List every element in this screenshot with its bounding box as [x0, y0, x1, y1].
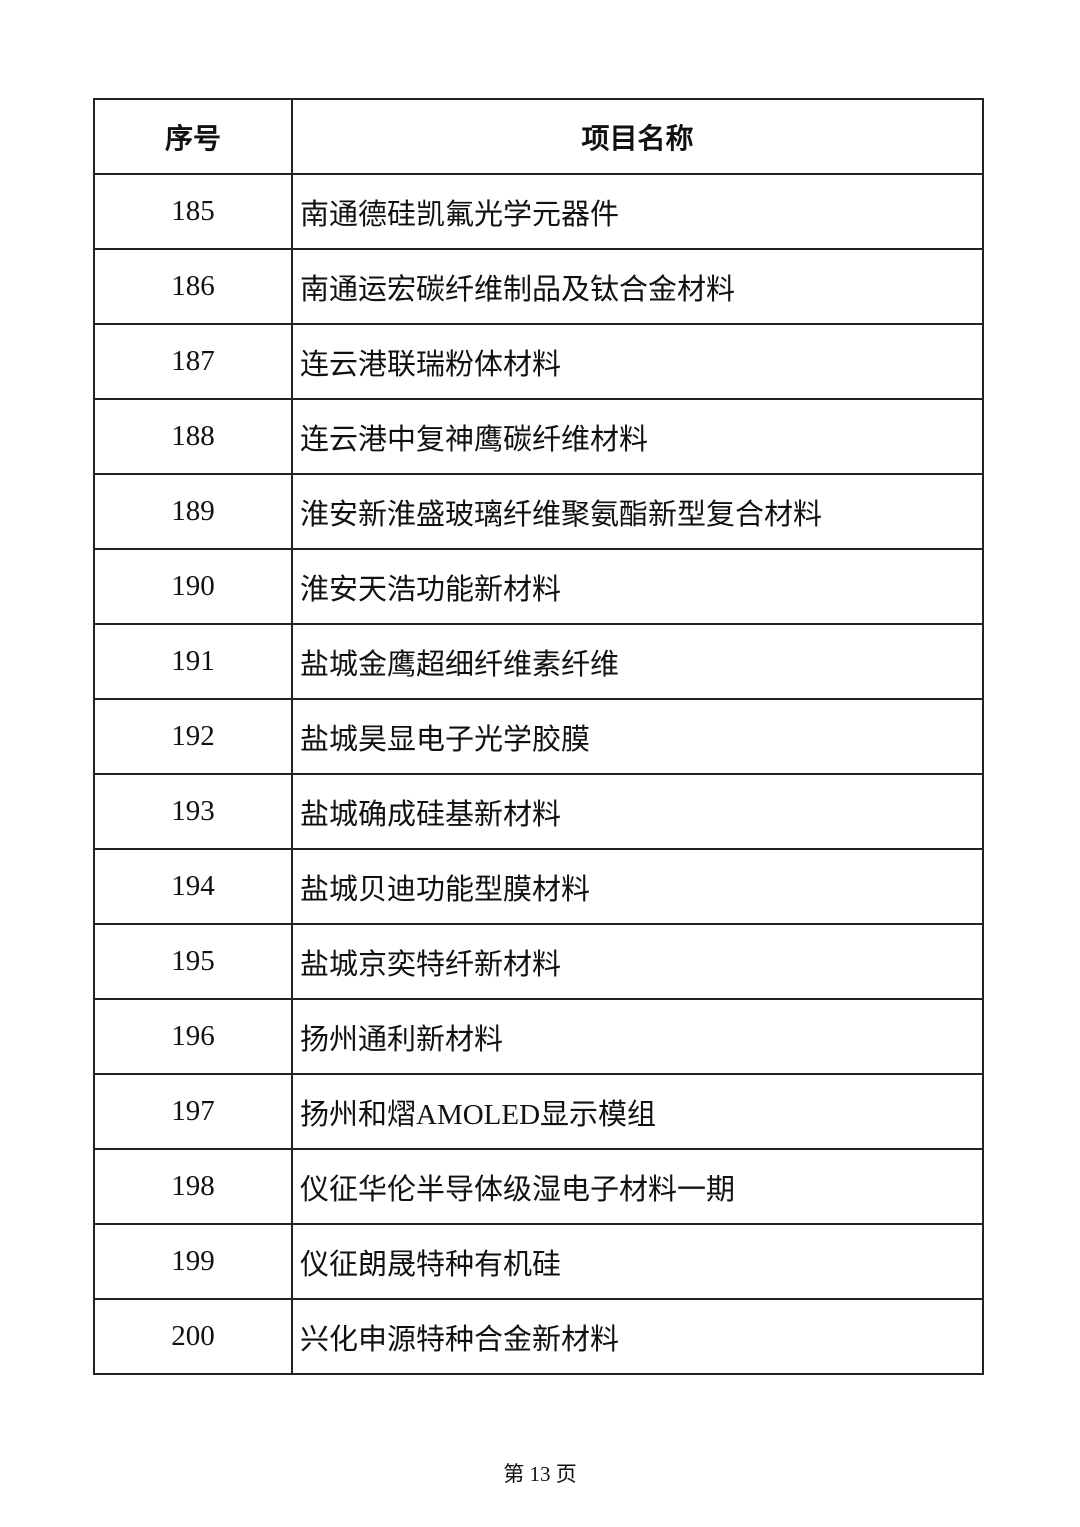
table-row: 189 淮安新淮盛玻璃纤维聚氨酯新型复合材料: [93, 473, 984, 550]
row-project-name: 南通德硅凯氟光学元器件: [291, 173, 984, 250]
row-project-name: 连云港联瑞粉体材料: [291, 323, 984, 400]
row-serial-number: 190: [93, 548, 293, 625]
table-row: 194 盐城贝迪功能型膜材料: [93, 848, 984, 925]
row-project-name: 扬州通利新材料: [291, 998, 984, 1075]
row-serial-number: 187: [93, 323, 293, 400]
page-number: 第 13 页: [503, 1462, 577, 1486]
table-row: 200 兴化申源特种合金新材料: [93, 1298, 984, 1375]
table-row: 197 扬州和熠AMOLED显示模组: [93, 1073, 984, 1150]
row-serial-number: 200: [93, 1298, 293, 1375]
row-serial-number: 188: [93, 398, 293, 475]
table-row: 192 盐城昊显电子光学胶膜: [93, 698, 984, 775]
row-project-name: 兴化申源特种合金新材料: [291, 1298, 984, 1375]
row-project-name: 盐城确成硅基新材料: [291, 773, 984, 850]
row-project-name: 南通运宏碳纤维制品及钛合金材料: [291, 248, 984, 325]
table-row: 188 连云港中复神鹰碳纤维材料: [93, 398, 984, 475]
table-row: 195 盐城京奕特纤新材料: [93, 923, 984, 1000]
row-serial-number: 195: [93, 923, 293, 1000]
table-row: 186 南通运宏碳纤维制品及钛合金材料: [93, 248, 984, 325]
row-project-name: 盐城昊显电子光学胶膜: [291, 698, 984, 775]
row-serial-number: 185: [93, 173, 293, 250]
table-header-row: 序号 项目名称: [93, 98, 984, 175]
row-project-name: 仪征华伦半导体级湿电子材料一期: [291, 1148, 984, 1225]
table-row: 198 仪征华伦半导体级湿电子材料一期: [93, 1148, 984, 1225]
row-project-name: 盐城金鹰超细纤维素纤维: [291, 623, 984, 700]
row-project-name: 仪征朗晟特种有机硅: [291, 1223, 984, 1300]
row-serial-number: 192: [93, 698, 293, 775]
table-row: 199 仪征朗晟特种有机硅: [93, 1223, 984, 1300]
row-project-name: 淮安天浩功能新材料: [291, 548, 984, 625]
row-project-name: 盐城京奕特纤新材料: [291, 923, 984, 1000]
row-serial-number: 186: [93, 248, 293, 325]
header-project-name: 项目名称: [291, 98, 984, 175]
row-serial-number: 191: [93, 623, 293, 700]
project-table: 序号 项目名称 185 南通德硅凯氟光学元器件 186 南通运宏碳纤维制品及钛合金材料…: [93, 98, 984, 1375]
row-serial-number: 198: [93, 1148, 293, 1225]
row-serial-number: 196: [93, 998, 293, 1075]
table-row: 190 淮安天浩功能新材料: [93, 548, 984, 625]
row-serial-number: 197: [93, 1073, 293, 1150]
row-serial-number: 199: [93, 1223, 293, 1300]
row-serial-number: 194: [93, 848, 293, 925]
row-project-name: 淮安新淮盛玻璃纤维聚氨酯新型复合材料: [291, 473, 984, 550]
table-row: 196 扬州通利新材料: [93, 998, 984, 1075]
table-row: 191 盐城金鹰超细纤维素纤维: [93, 623, 984, 700]
table-row: 193 盐城确成硅基新材料: [93, 773, 984, 850]
table-row: 187 连云港联瑞粉体材料: [93, 323, 984, 400]
row-serial-number: 193: [93, 773, 293, 850]
table-row: 185 南通德硅凯氟光学元器件: [93, 173, 984, 250]
row-serial-number: 189: [93, 473, 293, 550]
row-project-name: 扬州和熠AMOLED显示模组: [291, 1073, 984, 1150]
row-project-name: 盐城贝迪功能型膜材料: [291, 848, 984, 925]
header-serial-number: 序号: [93, 98, 293, 175]
row-project-name: 连云港中复神鹰碳纤维材料: [291, 398, 984, 475]
